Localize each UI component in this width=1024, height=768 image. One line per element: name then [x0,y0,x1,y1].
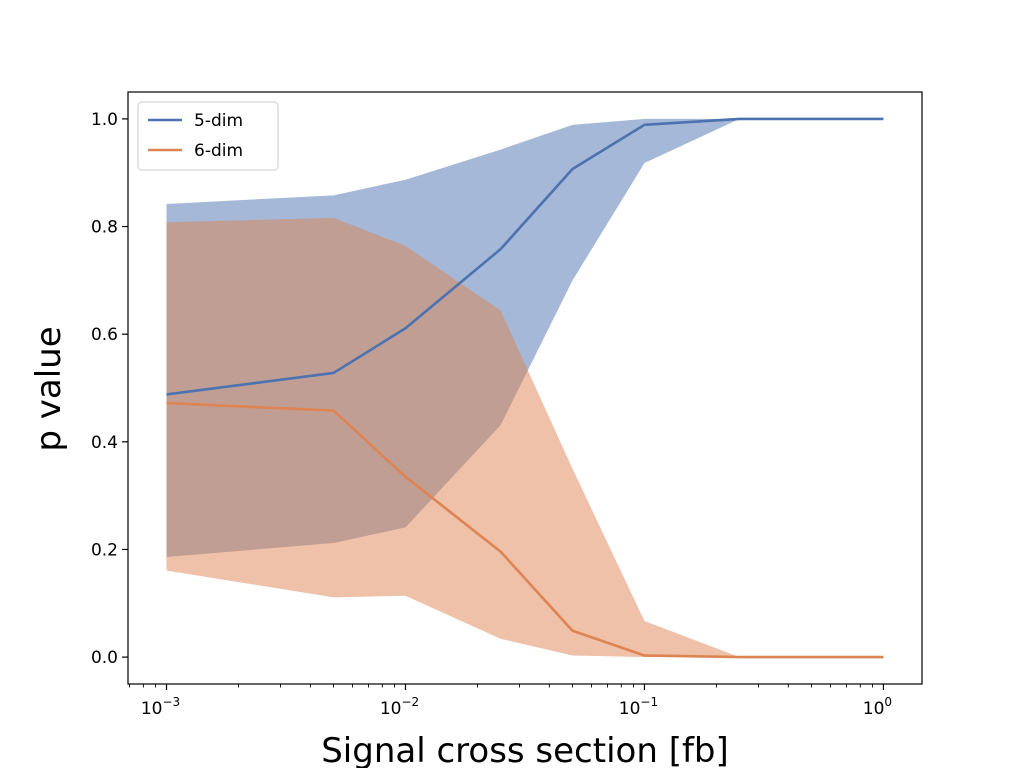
axes: 0.0 0.2 0.4 0.6 0.8 1.0 10−3 10−2 10−1 100 [91,91,923,719]
y-axis-title: p value [29,326,69,451]
y-tick-label: 0.4 [91,433,118,453]
legend: 5-dim 6-dim [137,101,279,171]
x-tick-label: 10−1 [619,695,658,719]
band-6-dim [166,217,884,658]
confidence-bands [166,118,884,658]
plot-frame [127,91,923,685]
series-lines [166,117,884,659]
y-tick-label: 1.0 [91,110,118,130]
x-axis-title: Signal cross section [fb] [321,731,729,768]
x-tick-label: 10−3 [141,695,180,719]
series-line-6-dim [166,401,884,659]
x-tick-label: 10−2 [380,695,419,719]
legend-label-6-dim: 6-dim [194,141,243,161]
y-tick-label: 0.6 [91,325,118,345]
x-tick-label: 100 [863,695,892,719]
series-line-5-dim [166,117,884,396]
y-tick-label: 0.0 [91,648,118,668]
legend-label-5-dim: 5-dim [194,111,243,131]
y-tick-label: 0.8 [91,218,118,238]
y-tick-label: 0.2 [91,540,118,560]
